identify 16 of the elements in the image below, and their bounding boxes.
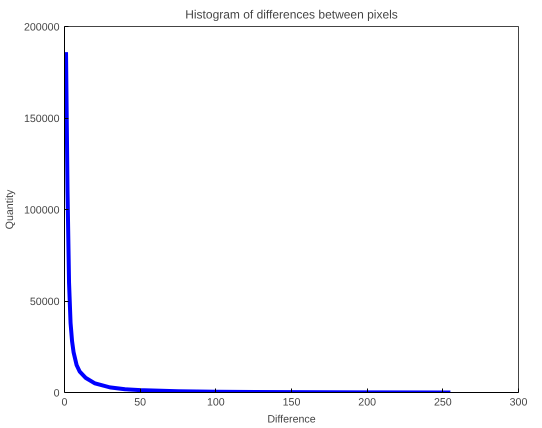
- x-axis-title: Difference: [267, 414, 316, 426]
- x-tick-label: 100: [206, 396, 225, 408]
- x-tick-label: 50: [134, 396, 146, 408]
- x-tick-label: 150: [282, 396, 300, 408]
- x-tick-label: 300: [510, 396, 528, 408]
- y-tick-label: 0: [54, 388, 60, 400]
- y-tick-label: 50000: [30, 296, 60, 308]
- y-axis-title: Quantity: [4, 188, 16, 230]
- y-tick-label: 200000: [24, 22, 60, 34]
- y-tick-label: 150000: [24, 113, 60, 125]
- line-series: [64, 50, 452, 392]
- chart-title: Histogram of differences between pixels: [185, 8, 398, 22]
- x-tick-label: 200: [358, 396, 376, 408]
- y-tick-label: 100000: [24, 204, 60, 216]
- x-tick-label: 250: [434, 396, 452, 408]
- x-tick-label: 0: [62, 396, 68, 408]
